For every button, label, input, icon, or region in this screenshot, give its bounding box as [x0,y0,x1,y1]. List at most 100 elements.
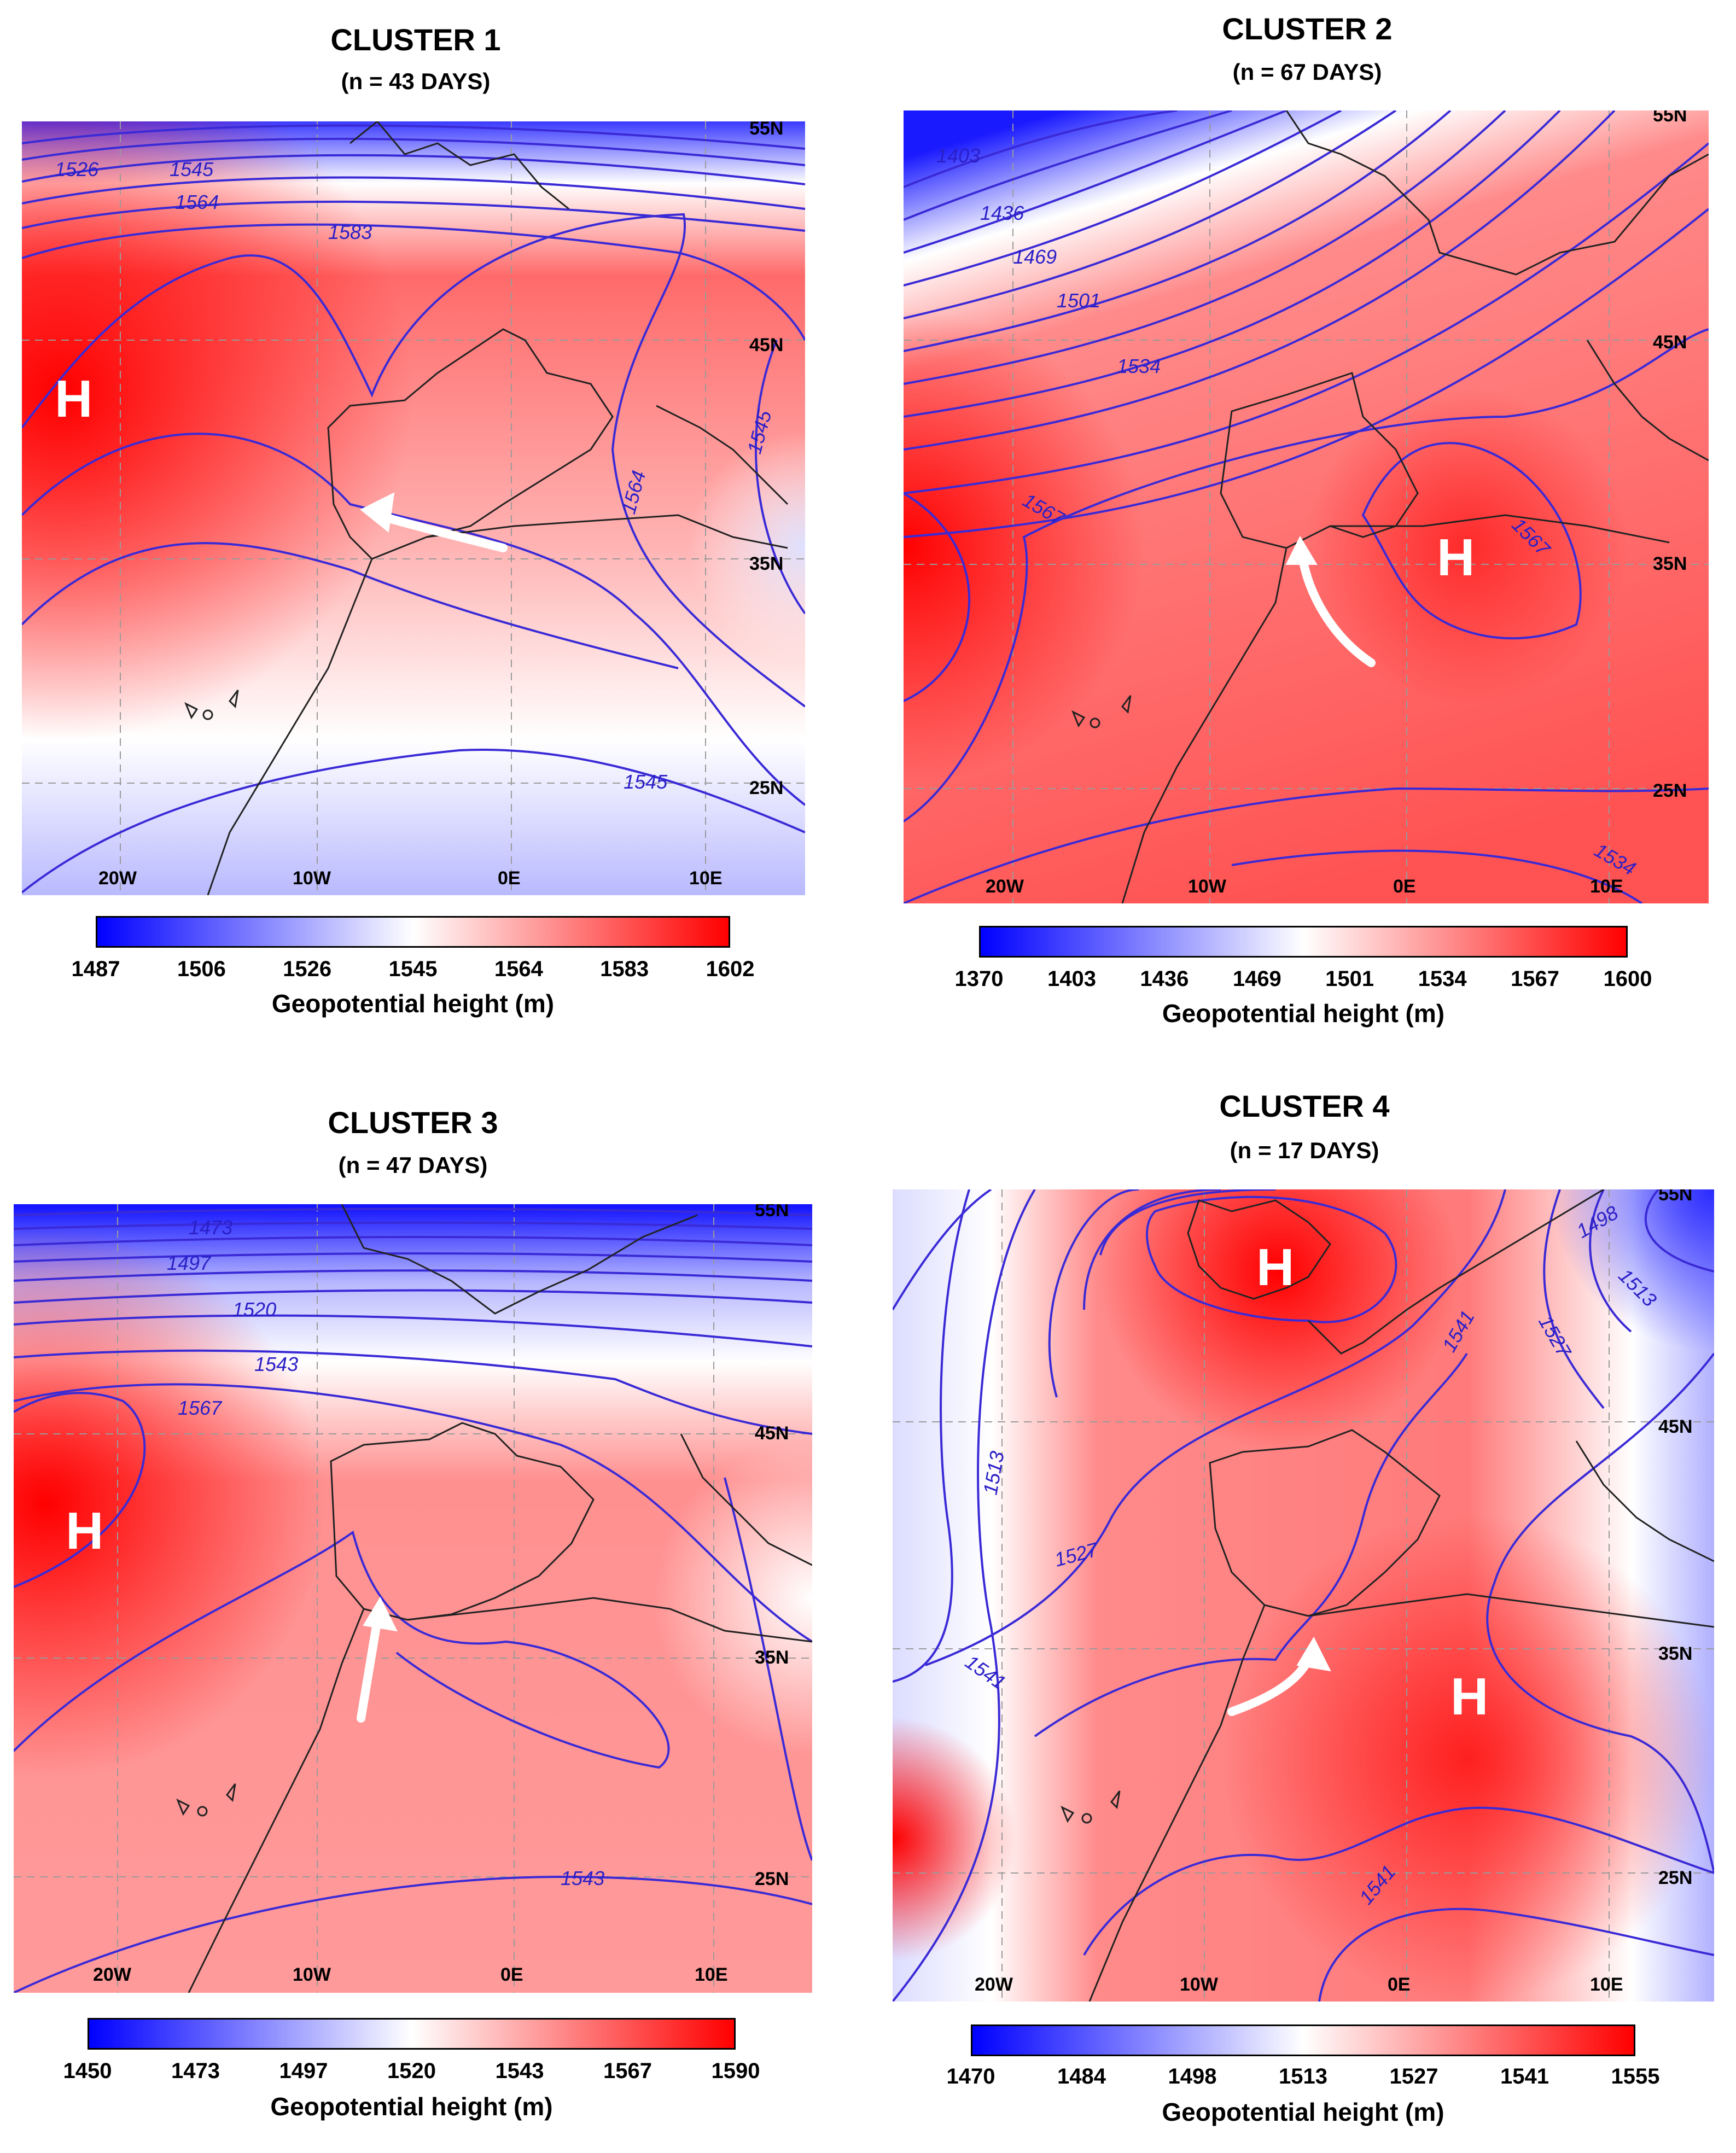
cluster-2-contour-label: 1501 [1057,289,1100,312]
cluster-1-contour-label: 1583 [328,221,372,243]
colorbar-tick: 1541 [1500,2064,1549,2088]
cluster-2-lat-45n: 45N [1653,332,1687,353]
cluster-3-lon-10e: 10E [695,1964,728,1985]
cluster-2-contour-label: 1469 [1013,246,1057,268]
cluster-3-title: CLUSTER 3 [328,1105,498,1140]
colorbar-tick: 1370 [954,967,1004,991]
cluster-4-colorbar-ticks: 1470 1484 1498 1513 1527 1541 1555 [947,2064,1660,2092]
cluster-4-lat-55n: 55N [1658,1189,1692,1205]
cluster-1-colorbar [96,916,730,948]
colorbar-tick: 1520 [387,2059,436,2083]
cluster-3-contour-label: 1543 [254,1353,298,1375]
cluster-1-lat-55n: 55N [749,121,783,139]
cluster-4-map: 55N 45N 35N 25N 20W 10W 0E 10E 1498 1513… [893,1189,1714,2002]
cluster-3-lon-10w: 10W [293,1964,331,1985]
cluster-4-lon-10e: 10E [1590,1974,1623,1995]
cluster-1-high-label: H [55,370,92,428]
cluster-1-lon-10w: 10W [293,868,331,889]
cluster-1-subtitle: (n = 43 DAYS) [341,68,491,94]
cluster-2-lat-35n: 35N [1653,553,1687,574]
colorbar-tick: 1526 [283,957,332,981]
colorbar-tick: 1602 [706,957,755,981]
cluster-3-contour-label: 1473 [189,1216,232,1239]
cluster-1-contour-label: 1564 [175,191,219,213]
colorbar-tick: 1450 [63,2059,112,2083]
colorbar-tick: 1555 [1611,2064,1660,2088]
colorbar-tick: 1590 [711,2059,760,2083]
colorbar-tick: 1470 [946,2064,995,2088]
cluster-4-title: CLUSTER 4 [1219,1089,1390,1123]
cluster-2-colorbar-title: Geopotential height (m) [1162,999,1445,1028]
colorbar-tick: 1527 [1389,2064,1438,2088]
cluster-1-contour-label: 1545 [624,771,668,793]
cluster-4-high-label: H [1256,1238,1294,1297]
cluster-1-lat-25n: 25N [749,778,783,798]
cluster-3-lat-35n: 35N [755,1647,789,1668]
cluster-4-colorbar [971,2024,1635,2056]
cluster-3-contour-label: 1497 [167,1252,212,1274]
cluster-3-colorbar-ticks: 1450 1473 1497 1520 1543 1567 1590 [63,2059,760,2086]
cluster-3-lat-25n: 25N [755,1869,789,1889]
cluster-1-lon-20w: 20W [98,868,137,889]
colorbar-tick: 1543 [495,2059,544,2083]
cluster-3-lon-20w: 20W [93,1964,132,1985]
cluster-2-lon-10w: 10W [1188,876,1227,897]
cluster-3-contour-label: 1567 [178,1397,223,1419]
cluster-2-lat-25n: 25N [1653,780,1687,801]
cluster-1-contour-label: 1526 [55,158,99,180]
cluster-2-map: 55N 45N 35N 25N 20W 10W 0E 10E 1403 1436… [904,110,1709,903]
cluster-2-contour-label: 1403 [936,144,980,167]
cluster-2-contour-label: 1436 [980,202,1024,224]
cluster-1-lon-0e: 0E [498,868,521,889]
colorbar-tick: 1436 [1140,967,1189,991]
cluster-1-colorbar-title: Geopotential height (m) [271,989,555,1018]
colorbar-tick: 1600 [1603,967,1652,991]
colorbar-tick: 1403 [1047,967,1096,991]
colorbar-tick: 1534 [1418,967,1467,991]
cluster-2-subtitle: (n = 67 DAYS) [1232,59,1382,85]
colorbar-tick: 1473 [171,2059,220,2083]
cluster-3-contour-label: 1520 [232,1298,276,1321]
cluster-3-subtitle: (n = 47 DAYS) [338,1152,488,1178]
cluster-2-contour-label: 1534 [1117,355,1161,377]
colorbar-tick: 1484 [1057,2064,1106,2088]
cluster-4-lon-20w: 20W [975,1974,1013,1995]
colorbar-tick: 1506 [177,957,226,981]
cluster-1-map: 55N 45N 35N 25N 20W 10W 0E 10E 1526 1545… [22,121,805,895]
cluster-4-lon-10w: 10W [1180,1974,1219,1995]
colorbar-tick: 1498 [1168,2064,1217,2088]
cluster-3-colorbar [88,2018,736,2050]
cluster-3-high-label: H [66,1502,103,1560]
cluster-1-title: CLUSTER 1 [330,22,501,57]
cluster-3-colorbar-title: Geopotential height (m) [270,2092,553,2121]
colorbar-tick: 1564 [494,957,543,981]
cluster-4-high-label-2: H [1450,1667,1488,1726]
cluster-3-lon-0e: 0E [500,1964,523,1985]
colorbar-tick: 1513 [1279,2064,1327,2088]
colorbar-tick: 1567 [1511,967,1560,991]
cluster-4-subtitle: (n = 17 DAYS) [1230,1137,1379,1163]
cluster-4-lat-35n: 35N [1658,1643,1692,1664]
cluster-3-map: 55N 45N 35N 25N 20W 10W 0E 10E 1473 1497… [14,1204,812,1993]
colorbar-tick: 1501 [1325,967,1374,991]
colorbar-tick: 1567 [603,2059,652,2083]
colorbar-tick: 1583 [600,957,649,981]
cluster-2-colorbar-ticks: 1370 1403 1436 1469 1501 1534 1567 1600 [955,967,1652,994]
colorbar-tick: 1545 [388,957,438,981]
cluster-3-lat-55n: 55N [755,1204,789,1221]
cluster-3-contour-label: 1543 [561,1867,604,1889]
colorbar-tick: 1487 [71,957,120,981]
cluster-2-lon-0e: 0E [1393,876,1416,897]
cluster-2-colorbar [979,926,1628,958]
cluster-1-colorbar-ticks: 1487 1506 1526 1545 1564 1583 1602 [72,957,755,984]
cluster-2-lon-10e: 10E [1590,876,1623,897]
cluster-1-contour-label: 1545 [170,158,214,180]
cluster-2-title: CLUSTER 2 [1222,11,1393,46]
colorbar-tick: 1469 [1232,967,1281,991]
cluster-4-colorbar-title: Geopotential height (m) [1162,2098,1444,2126]
cluster-4-lat-45n: 45N [1658,1416,1692,1437]
cluster-4-lat-25n: 25N [1658,1868,1692,1888]
cluster-2-lat-55n: 55N [1653,110,1687,126]
cluster-2-lon-20w: 20W [986,876,1024,897]
cluster-4-lon-0e: 0E [1388,1974,1411,1995]
